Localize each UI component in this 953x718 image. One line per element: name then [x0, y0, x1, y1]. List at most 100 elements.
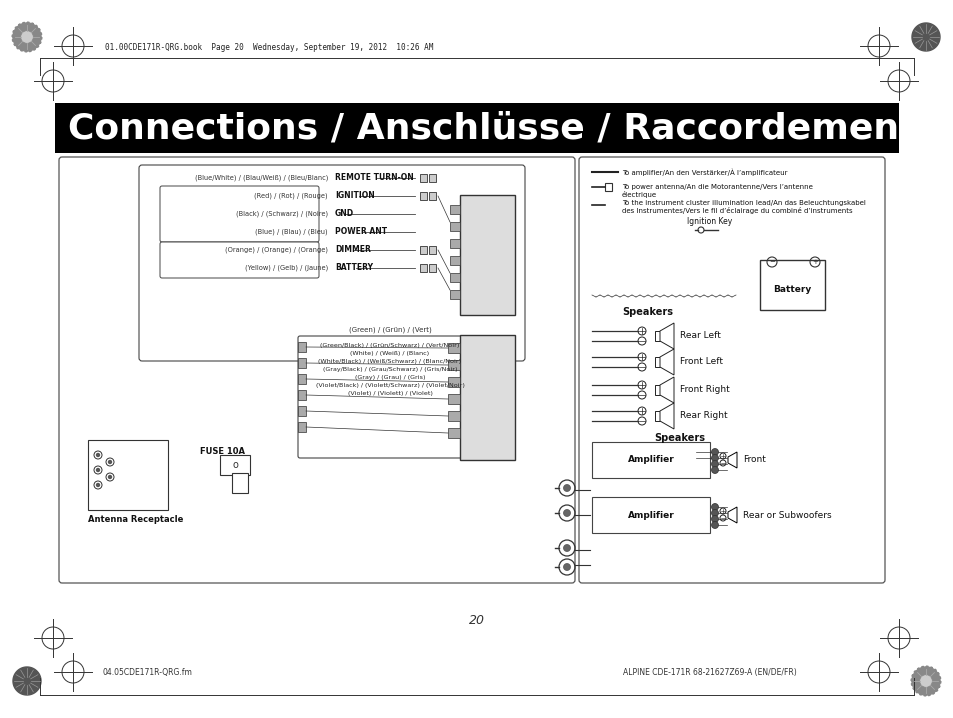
Circle shape [96, 454, 99, 457]
Bar [297, 374, 306, 384]
Bar [450, 290, 459, 299]
Circle shape [711, 510, 718, 516]
Text: Rear Right: Rear Right [679, 411, 727, 421]
Text: FUSE 10A: FUSE 10A [200, 447, 245, 455]
Text: (Black) / (Schwarz) / (Noire): (Black) / (Schwarz) / (Noire) [235, 211, 328, 218]
Bar [232, 473, 248, 493]
Text: Ignition Key: Ignition Key [687, 218, 732, 226]
Text: Antenna Receptacle: Antenna Receptacle [89, 516, 184, 525]
Text: (Blue) / (Blau) / (Bleu): (Blue) / (Blau) / (Bleu) [255, 229, 328, 236]
FancyBboxPatch shape [297, 336, 467, 458]
Bar [448, 360, 459, 370]
Bar [419, 174, 427, 182]
Text: Rear or Subwoofers: Rear or Subwoofers [742, 510, 831, 520]
Text: Amplifier: Amplifier [627, 510, 674, 520]
Circle shape [711, 521, 718, 528]
Bar [429, 264, 436, 272]
Circle shape [919, 675, 931, 687]
Bar [448, 411, 459, 421]
Bar [419, 264, 427, 272]
Bar [297, 406, 306, 416]
Circle shape [563, 485, 570, 492]
Bar [88, 440, 168, 510]
Bar [459, 335, 515, 460]
Circle shape [711, 460, 718, 467]
Bar [429, 192, 436, 200]
Text: DIMMER: DIMMER [335, 246, 371, 254]
Bar [448, 428, 459, 438]
Polygon shape [659, 377, 673, 403]
Polygon shape [727, 507, 737, 523]
Circle shape [711, 503, 718, 510]
Text: (Gray/Black) / (Grau/Schwarz) / (Gris/Noir): (Gray/Black) / (Grau/Schwarz) / (Gris/No… [322, 368, 456, 373]
Text: +: + [811, 259, 817, 265]
Bar [419, 246, 427, 254]
Text: To the instrument cluster illumination lead/An das Beleuchtungskabel: To the instrument cluster illumination l… [621, 200, 865, 206]
Polygon shape [604, 183, 612, 191]
Text: Battery: Battery [772, 286, 810, 294]
Polygon shape [12, 22, 42, 52]
Polygon shape [911, 23, 939, 51]
Bar [450, 222, 459, 231]
Text: des Instrumentes/Vers le fil d’éclairage du combiné d’instruments: des Instrumentes/Vers le fil d’éclairage… [621, 207, 852, 213]
Text: Front Left: Front Left [679, 358, 722, 366]
Polygon shape [727, 452, 737, 468]
Bar [297, 342, 306, 352]
Circle shape [711, 454, 718, 462]
Circle shape [563, 544, 570, 551]
Bar [655, 411, 659, 421]
FancyBboxPatch shape [59, 157, 575, 583]
Text: Front: Front [742, 455, 765, 465]
Text: (Green/Black) / (Grün/Schwarz) / (Vert/Noir): (Green/Black) / (Grün/Schwarz) / (Vert/N… [320, 343, 459, 348]
FancyBboxPatch shape [578, 157, 884, 583]
Bar [655, 357, 659, 367]
Bar [429, 174, 436, 182]
Text: (Red) / (Rot) / (Rouge): (Red) / (Rot) / (Rouge) [254, 192, 328, 200]
Text: 20: 20 [469, 613, 484, 627]
Text: (White) / (Weiß) / (Blanc): (White) / (Weiß) / (Blanc) [350, 352, 429, 357]
Bar [592, 442, 709, 478]
Circle shape [109, 460, 112, 464]
Bar [297, 390, 306, 400]
Text: o: o [232, 460, 237, 470]
Text: (Violet) / (Violett) / (Violet): (Violet) / (Violett) / (Violet) [347, 391, 432, 396]
Text: (Yellow) / (Gelb) / (Jaune): (Yellow) / (Gelb) / (Jaune) [245, 265, 328, 271]
FancyBboxPatch shape [160, 242, 318, 278]
Polygon shape [659, 323, 673, 349]
Circle shape [563, 510, 570, 516]
Text: POWER ANT: POWER ANT [335, 228, 387, 236]
Polygon shape [13, 667, 41, 695]
Text: (White/Black) / (Weiß/Schwarz) / (Blanc/Noir): (White/Black) / (Weiß/Schwarz) / (Blanc/… [318, 360, 461, 365]
Text: Speakers: Speakers [622, 307, 673, 317]
Text: (Green) / (Grün) / (Vert): (Green) / (Grün) / (Vert) [348, 327, 431, 333]
FancyBboxPatch shape [139, 165, 524, 361]
Circle shape [96, 469, 99, 472]
Bar [429, 246, 436, 254]
Text: Rear Left: Rear Left [679, 332, 720, 340]
Bar [760, 260, 824, 310]
Bar [220, 455, 250, 475]
Text: ALPINE CDE-171R 68-21627Z69-A (EN/DE/FR): ALPINE CDE-171R 68-21627Z69-A (EN/DE/FR) [622, 668, 796, 676]
Bar [419, 192, 427, 200]
Text: −: − [768, 259, 774, 265]
Circle shape [711, 449, 718, 455]
Text: To amplifier/An den Verstärker/À l’amplificateur: To amplifier/An den Verstärker/À l’ampli… [621, 168, 786, 176]
Text: électrique: électrique [621, 190, 657, 197]
Bar [459, 195, 515, 315]
Polygon shape [910, 666, 940, 696]
Text: (Blue/White) / (Blau/Weiß) / (Bleu/Blanc): (Blue/White) / (Blau/Weiß) / (Bleu/Blanc… [194, 174, 328, 181]
Bar [655, 331, 659, 341]
Bar [592, 497, 709, 533]
FancyBboxPatch shape [160, 186, 318, 242]
Circle shape [711, 467, 718, 473]
Bar [655, 385, 659, 395]
Text: Amplifier: Amplifier [627, 455, 674, 465]
Text: Speakers: Speakers [654, 433, 705, 443]
Text: (Orange) / (Orange) / (Orange): (Orange) / (Orange) / (Orange) [225, 247, 328, 253]
Bar [450, 239, 459, 248]
Bar [297, 422, 306, 432]
Text: 01.00CDE171R-QRG.book  Page 20  Wednesday, September 19, 2012  10:26 AM: 01.00CDE171R-QRG.book Page 20 Wednesday,… [105, 44, 433, 52]
Circle shape [711, 516, 718, 523]
Bar [448, 377, 459, 387]
Polygon shape [659, 403, 673, 429]
